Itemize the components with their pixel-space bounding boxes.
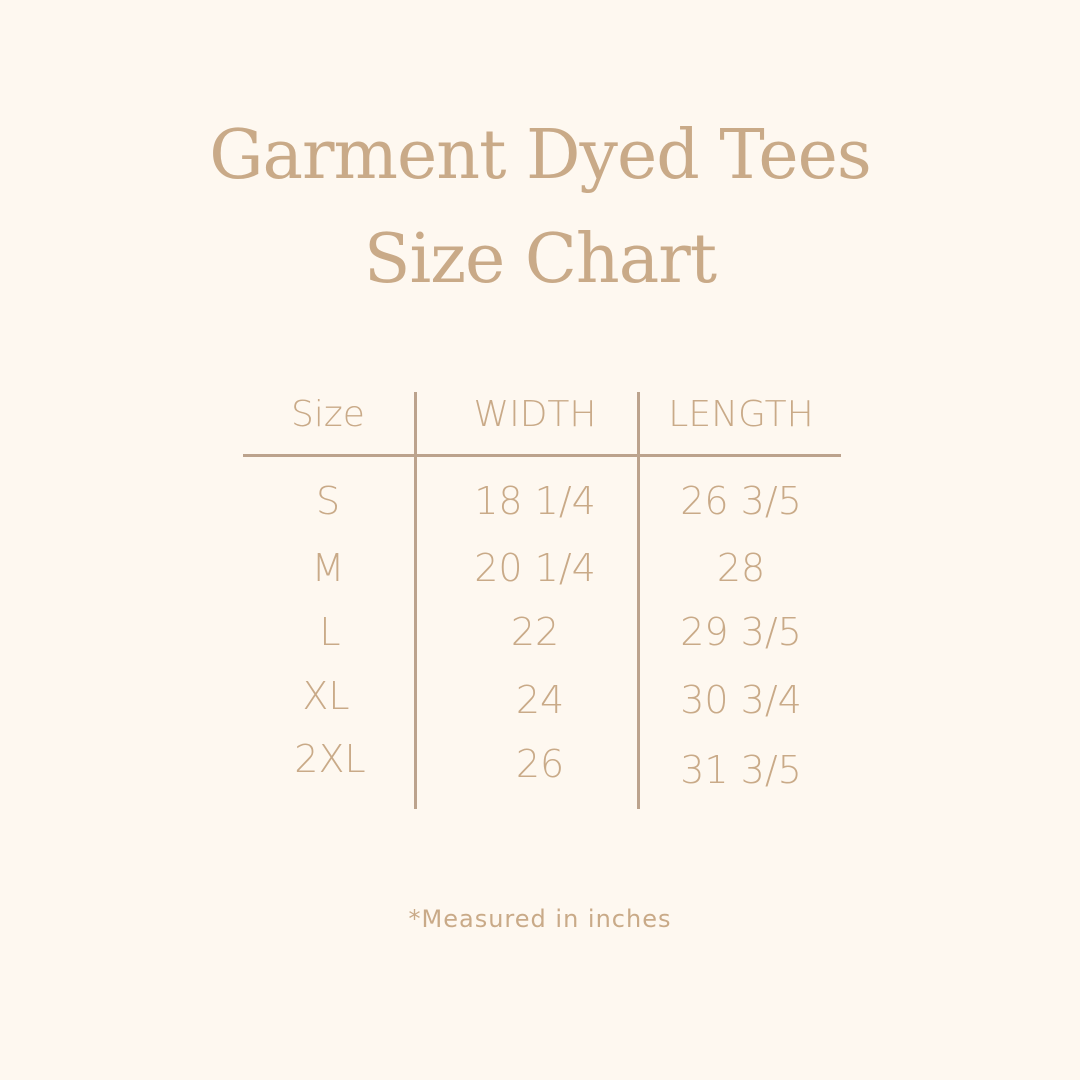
table-cell-size: 2XL xyxy=(294,737,366,781)
table-cell-width: 24 xyxy=(515,678,565,722)
table-cell-length: 26 3/5 xyxy=(680,479,802,523)
header-size: Size xyxy=(291,394,365,435)
table-cell-length: 30 3/4 xyxy=(680,678,802,722)
table-cell-length: 29 3/5 xyxy=(680,610,802,654)
title-line-2: Size Chart xyxy=(363,220,717,299)
header-divider xyxy=(243,454,841,457)
table-cell-size: L xyxy=(319,610,341,654)
title-line-1: Garment Dyed Tees xyxy=(209,116,872,195)
table-cell-size: M xyxy=(311,546,345,590)
column-divider-2 xyxy=(637,392,640,809)
table-cell-width: 26 xyxy=(515,742,565,786)
measurement-note: *Measured in inches xyxy=(408,905,672,933)
table-cell-size: S xyxy=(315,479,341,523)
table-cell-width: 18 1/4 xyxy=(474,479,596,523)
table-cell-length: 28 xyxy=(716,546,766,590)
header-length: LENGTH xyxy=(668,394,814,435)
table-cell-width: 20 1/4 xyxy=(474,546,596,590)
table-cell-length: 31 3/5 xyxy=(680,748,802,792)
column-divider-1 xyxy=(414,392,417,809)
table-cell-width: 22 xyxy=(510,610,560,654)
table-cell-size: XL xyxy=(302,674,350,718)
header-width: WIDTH xyxy=(473,394,597,435)
